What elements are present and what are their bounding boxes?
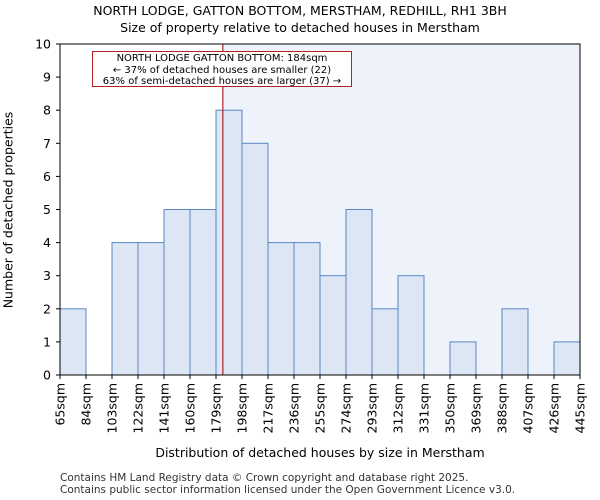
bar-122sqm	[137, 242, 165, 376]
y-tick-label: 5	[43, 202, 51, 217]
x-tick-label: 388sqm	[495, 383, 510, 433]
x-tick-label: 274sqm	[339, 383, 354, 433]
bar-198sqm	[241, 142, 269, 376]
x-tick-label: 331sqm	[417, 383, 432, 433]
bar-141sqm	[163, 209, 191, 376]
bar-350sqm	[449, 341, 477, 376]
x-tick-label: 236sqm	[287, 383, 302, 433]
y-tick-label: 8	[43, 103, 51, 118]
footer-licence: Contains public sector information licen…	[60, 484, 516, 496]
y-tick-label: 0	[43, 368, 51, 383]
annotation-line-1: NORTH LODGE GATTON BOTTOM: 184sqm	[116, 53, 328, 64]
x-tick-label: 84sqm	[79, 383, 94, 426]
x-tick-label: 369sqm	[469, 383, 484, 433]
annotation-box: NORTH LODGE GATTON BOTTOM: 184sqm ← 37% …	[92, 51, 352, 87]
bar-293sqm	[371, 308, 399, 376]
bar-426sqm	[553, 341, 581, 376]
x-tick-label: 293sqm	[365, 383, 380, 433]
x-tick-label: 141sqm	[157, 383, 172, 433]
x-tick-label: 312sqm	[391, 383, 406, 433]
y-tick-label: 1	[43, 334, 51, 349]
y-axis-label: Number of detached properties	[0, 111, 16, 309]
bar-103sqm	[111, 242, 139, 376]
y-tick-label: 6	[43, 169, 51, 184]
chart-subtitle: Size of property relative to detached ho…	[120, 20, 480, 35]
x-tick-label: 198sqm	[235, 383, 250, 433]
bar-312sqm	[397, 275, 425, 376]
bar-179sqm	[215, 109, 243, 376]
bar-255sqm	[319, 275, 347, 376]
bar-160sqm	[189, 209, 217, 376]
x-tick-label: 65sqm	[53, 383, 68, 426]
annotation-line-3: 63% of semi-detached houses are larger (…	[102, 76, 342, 87]
footer-copyright: Contains HM Land Registry data © Crown c…	[60, 472, 469, 484]
bar-236sqm	[293, 242, 321, 376]
y-tick-label: 4	[43, 235, 51, 250]
y-tick-label: 3	[43, 268, 51, 283]
x-tick-label: 445sqm	[573, 383, 588, 433]
y-tick-label: 2	[43, 301, 51, 316]
annotation-line-2: ← 37% of detached houses are smaller (22…	[112, 64, 332, 76]
chart-title: NORTH LODGE, GATTON BOTTOM, MERSTHAM, RE…	[93, 3, 507, 18]
x-tick-label: 217sqm	[261, 383, 276, 433]
bar-217sqm	[267, 242, 295, 376]
x-axis-label: Distribution of detached houses by size …	[155, 445, 485, 460]
bar-388sqm	[501, 308, 529, 376]
x-tick-label: 179sqm	[209, 383, 224, 433]
x-tick-label: 160sqm	[183, 383, 198, 433]
bar-274sqm	[345, 209, 373, 376]
bar-65sqm	[59, 308, 87, 376]
x-tick-label: 350sqm	[443, 383, 458, 433]
x-tick-label: 426sqm	[547, 383, 562, 433]
x-tick-label: 122sqm	[131, 383, 146, 433]
y-tick-label: 9	[43, 70, 51, 85]
x-tick-label: 255sqm	[313, 383, 328, 433]
y-tick-label: 7	[43, 136, 51, 151]
x-tick-label: 103sqm	[105, 383, 120, 433]
y-tick-label: 10	[35, 37, 51, 52]
x-tick-label: 407sqm	[521, 383, 536, 433]
